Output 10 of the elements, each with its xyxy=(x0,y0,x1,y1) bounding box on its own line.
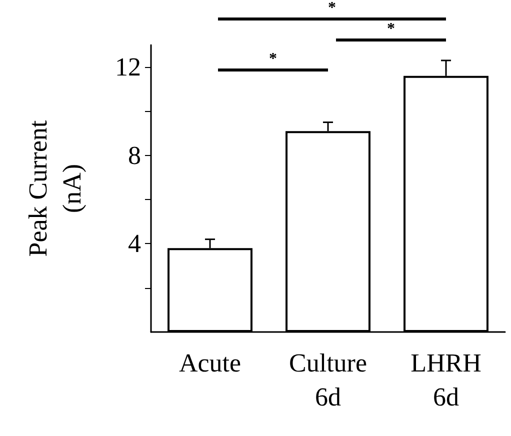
text: * xyxy=(387,20,395,38)
x-tick-label: LHRH 6d xyxy=(410,348,482,412)
y-axis-title: Peak Current (nA) xyxy=(24,119,86,257)
x-tick-label: Culture 6d xyxy=(289,348,367,412)
text: * xyxy=(328,0,336,16)
x-tick-label: Acute xyxy=(178,348,242,378)
annotation: * xyxy=(269,50,277,68)
y-tick-label: 4 xyxy=(128,229,141,258)
y-tick-label: 12 xyxy=(115,52,141,82)
y-tick-label: 8 xyxy=(128,140,141,170)
